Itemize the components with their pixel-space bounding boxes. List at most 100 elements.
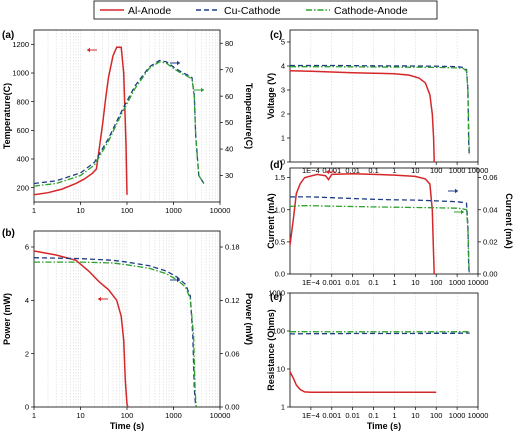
x-axis-label-e: Time (s) bbox=[367, 421, 401, 431]
y-tick-label-e: 10 bbox=[277, 365, 285, 374]
y-tick-label-b: 0 bbox=[25, 403, 29, 412]
x-tick-label-d: 0.1 bbox=[368, 278, 378, 287]
y-axis-label-c: Voltage (V) bbox=[266, 73, 276, 119]
axis-arrow-head-a bbox=[177, 60, 180, 66]
series-line-cathode-anode-b bbox=[34, 261, 197, 407]
y-tick-label-d: 0.5 bbox=[275, 237, 285, 246]
series-line-cu-cathode-d bbox=[290, 196, 470, 274]
x-tick-label-c: 100 bbox=[430, 166, 443, 175]
y-tick-label-c: 1 bbox=[281, 134, 285, 143]
y-tick-label-c: 3 bbox=[281, 86, 285, 95]
y-tick-label-c: 0 bbox=[281, 158, 285, 167]
y-axis-label-d: Current (mA) bbox=[266, 193, 276, 249]
axis-arrow-head-a bbox=[201, 87, 204, 93]
series-line-cu-cathode-c bbox=[290, 64, 470, 155]
x-tick-label-b: 100 bbox=[121, 411, 134, 420]
axis-arrow-head-d bbox=[455, 188, 458, 194]
y-tick-label-e: 100 bbox=[272, 327, 285, 336]
y2-tick-label-d: 0.00 bbox=[483, 270, 498, 279]
y2-tick-label-d: 0.06 bbox=[483, 173, 498, 182]
panel-label-b: (b) bbox=[2, 228, 15, 239]
panel-b: 1 10 100 1000 10000 0 2 4 6 0.00 0.06 0.12 0.18 Power… bbox=[2, 228, 254, 431]
x-tick-label-d: 10 bbox=[411, 278, 419, 287]
panel-label-e: (e) bbox=[270, 292, 282, 303]
y2-tick-label-b: 0.00 bbox=[225, 403, 240, 412]
series-line-cathode-anode-c bbox=[290, 66, 471, 155]
x-tick-label-d: 0.001 bbox=[322, 278, 341, 287]
axis-arrow-head-d bbox=[326, 169, 329, 175]
x-tick-label-e: 1 bbox=[392, 411, 396, 420]
x-tick-label-d: 1 bbox=[392, 278, 396, 287]
series-line-cathode-anode-d bbox=[290, 205, 471, 274]
series-line-al-anode-a bbox=[34, 46, 128, 196]
y-tick-label-a: 400 bbox=[16, 155, 29, 164]
y-tick-label-b: 4 bbox=[25, 296, 29, 305]
y2-tick-label-a: 70 bbox=[225, 65, 233, 74]
y-tick-label-a: 1200 bbox=[12, 40, 29, 49]
y2-tick-label-a: 80 bbox=[225, 39, 233, 48]
y-tick-label-c: 5 bbox=[281, 38, 285, 47]
y2-tick-label-b: 0.18 bbox=[225, 243, 240, 252]
y-tick-label-a: 800 bbox=[16, 97, 29, 106]
panel-label-a: (a) bbox=[2, 30, 14, 41]
series-line-cathode-anode-a bbox=[34, 61, 205, 187]
y-tick-label-a: 200 bbox=[16, 183, 29, 192]
y-tick-label-a: 600 bbox=[16, 126, 29, 135]
y2-tick-label-b: 0.06 bbox=[225, 349, 240, 358]
x-tick-label-d: 1E−4 bbox=[302, 278, 320, 287]
x-tick-label-a: 10 bbox=[76, 206, 84, 215]
y-tick-label-c: 4 bbox=[281, 62, 285, 71]
panel-label-d: (d) bbox=[270, 160, 283, 171]
axis-arrow-head-a bbox=[87, 47, 90, 53]
x-tick-label-c: 1E−4 bbox=[302, 166, 320, 175]
y2-tick-label-a: 60 bbox=[225, 92, 233, 101]
y-axis-label-e: Resistance (Ohms) bbox=[266, 309, 276, 391]
panel-label-c: (c) bbox=[270, 30, 282, 41]
series-line-al-anode-c bbox=[290, 70, 435, 162]
x-tick-label-b: 10000 bbox=[210, 411, 231, 420]
x-tick-label-d: 100 bbox=[430, 278, 443, 287]
y-tick-label-e: 1 bbox=[281, 403, 285, 412]
x-tick-label-b: 1 bbox=[32, 411, 36, 420]
y2-tick-label-a: 40 bbox=[225, 145, 233, 154]
y2-axis-label-a: Temperature(C) bbox=[244, 83, 254, 149]
x-tick-label-c: 0.01 bbox=[345, 166, 360, 175]
y-tick-label-d: 0.0 bbox=[275, 270, 285, 279]
legend-label-cathode-anode: Cathode-Anode bbox=[334, 5, 408, 17]
x-tick-label-e: 0.01 bbox=[345, 411, 360, 420]
plot-frame-c bbox=[289, 29, 479, 163]
x-tick-label-c: 0.001 bbox=[322, 166, 341, 175]
axis-arrow-head-b bbox=[177, 277, 180, 283]
y-tick-label-a: 1000 bbox=[12, 69, 29, 78]
y2-tick-label-a: 30 bbox=[225, 171, 233, 180]
panel-d: 1E−4 0.001 0.01 0.1 1 10 100 1000 100000.00.51.0… bbox=[266, 160, 514, 287]
axis-arrow-head-b bbox=[98, 296, 101, 302]
series-line-al-anode-d bbox=[290, 173, 435, 274]
series-line-cu-cathode-e bbox=[290, 332, 470, 335]
x-tick-label-a: 10000 bbox=[210, 206, 231, 215]
x-tick-label-b: 1000 bbox=[165, 411, 182, 420]
y-tick-label-b: 2 bbox=[25, 349, 29, 358]
x-tick-label-d: 0.01 bbox=[345, 278, 360, 287]
y2-tick-label-d: 0.02 bbox=[483, 237, 498, 246]
y2-tick-label-d: 0.04 bbox=[483, 205, 498, 214]
y-tick-label-e: 1000 bbox=[268, 289, 285, 298]
axis-arrow-head-d bbox=[461, 209, 464, 215]
x-axis-label-b: Time (s) bbox=[110, 421, 144, 431]
y2-axis-label-d: Current (mA) bbox=[504, 193, 514, 249]
y2-axis-label-b: Power (mW) bbox=[244, 293, 254, 345]
legend-label-al-anode: Al-Anode bbox=[128, 5, 171, 17]
y2-tick-label-a: 50 bbox=[225, 118, 233, 127]
x-tick-label-a: 1 bbox=[32, 206, 36, 215]
y-axis-label-a: Temperature(C) bbox=[2, 83, 12, 149]
x-tick-label-e: 10000 bbox=[468, 411, 489, 420]
x-tick-label-c: 10 bbox=[411, 166, 419, 175]
x-tick-label-e: 1E−4 bbox=[302, 411, 320, 420]
plot-frame-e bbox=[289, 292, 479, 408]
x-tick-label-e: 10 bbox=[411, 411, 419, 420]
panel-a: 1 10 100 1000 10000 200 400 600 800 1000 1200 30 40 5… bbox=[2, 29, 254, 215]
legend-label-cu-cathode: Cu-Cathode bbox=[224, 5, 281, 17]
panel-c: 1E−4 0.001 0.01 0.1 1 10 100 1000 10000012345Vol… bbox=[266, 29, 488, 175]
x-tick-label-c: 1000 bbox=[449, 166, 466, 175]
